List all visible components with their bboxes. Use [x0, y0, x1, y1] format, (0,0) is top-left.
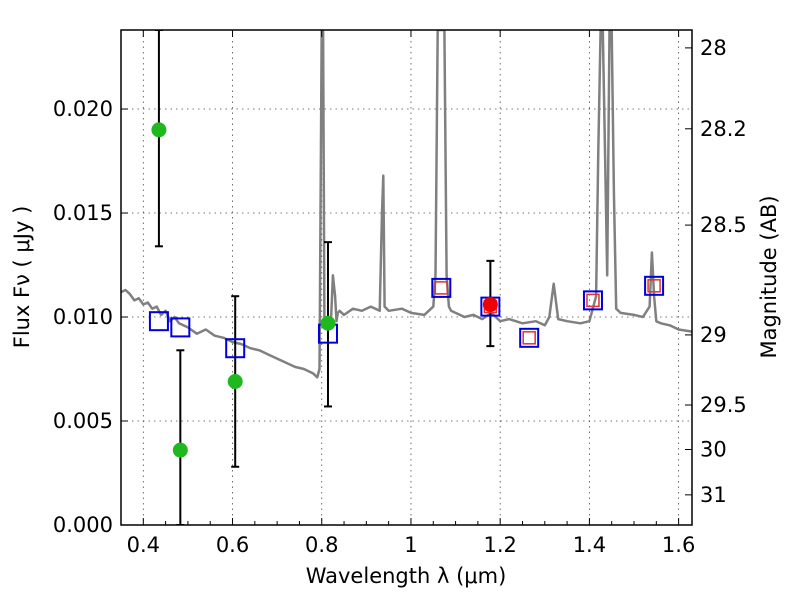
y-tick-label: 0.005	[53, 409, 113, 433]
right-tick-label: 31	[700, 483, 727, 507]
right-tick-label: 29	[700, 323, 727, 347]
photometry-point	[320, 315, 336, 331]
x-tick-label: 0.6	[216, 533, 249, 557]
y-tick-label: 0.020	[53, 97, 113, 121]
model-box-inner	[647, 279, 661, 293]
y-tick-label: 0.010	[53, 305, 113, 329]
y-axis-title: Flux Fν ( μJy )	[10, 206, 34, 349]
grid-lines	[121, 30, 692, 526]
right-tick-label: 29.5	[700, 393, 747, 417]
model-box	[170, 317, 191, 338]
photometry-point-highlight	[482, 297, 498, 313]
right-axis-ticks: 28 28.2 28.5 29 29.5 30 31	[685, 36, 747, 507]
x-tick-label: 0.4	[127, 533, 160, 557]
right-tick-label: 28.2	[700, 117, 747, 141]
plot-frame	[120, 29, 693, 526]
right-tick-label: 30	[700, 438, 727, 462]
photometry-points	[151, 122, 498, 458]
x-tick-label: 1.6	[662, 533, 695, 557]
right-tick-label: 28.5	[700, 213, 747, 237]
x-tick-label: 1.4	[573, 533, 606, 557]
y-tick-label: 0.015	[53, 201, 113, 225]
photometry-point	[151, 122, 167, 138]
x-tick-label: 0.8	[305, 533, 338, 557]
model-box	[225, 338, 246, 359]
x-axis-title: Wavelength λ (μm)	[306, 564, 507, 588]
photometry-point	[227, 373, 243, 389]
model-box	[582, 290, 603, 311]
photometry-point	[172, 442, 188, 458]
model-box	[148, 311, 169, 332]
y-axis-ticks: 0.000 0.005 0.010 0.015 0.020	[53, 97, 128, 537]
model-box	[644, 275, 665, 296]
model-box-inner	[586, 293, 600, 308]
x-tick-label: 1.2	[483, 533, 516, 557]
x-axis-ticks: 0.4 0.6 0.8 1 1.2 1.4 1.6	[120, 30, 695, 557]
model-box	[519, 327, 540, 348]
model-box	[431, 277, 452, 298]
x-tick-label: 1	[404, 533, 417, 557]
model-box-inner	[522, 331, 536, 345]
model-sed-line	[121, 30, 692, 379]
right-tick-label: 28	[700, 36, 727, 60]
right-axis-title: Magnitude (AB)	[757, 195, 781, 358]
model-box-inner	[434, 281, 449, 295]
y-tick-label: 0.000	[53, 513, 113, 537]
